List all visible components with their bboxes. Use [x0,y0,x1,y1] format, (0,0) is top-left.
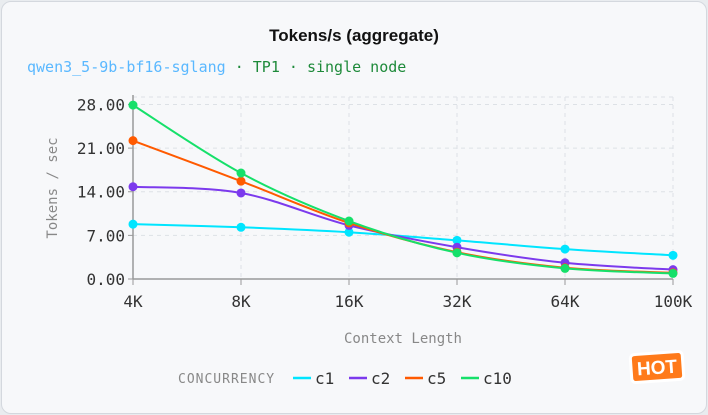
data-point-c1 [668,250,678,260]
x-axis-label: Context Length [344,331,462,347]
data-point-c1 [128,219,138,229]
series-line-c1 [132,223,674,257]
series-line-c2 [132,185,674,271]
series-line-c5 [132,139,674,274]
y-tick-label: 21.00 [77,139,125,158]
data-point-c10 [236,168,246,178]
y-tick-label: 7.00 [86,226,125,245]
legend-title: CONCURRENCY [178,372,275,387]
legend-label-c10: c10 [483,369,512,388]
data-point-c1 [560,244,570,254]
x-tick-label: 8K [231,292,251,311]
data-point-c10 [560,263,570,273]
data-point-c1 [452,235,462,245]
y-tick-label: 0.00 [86,270,125,289]
data-point-c10 [668,268,678,278]
legend-label-c5: c5 [427,369,446,388]
data-point-c10 [344,216,354,226]
chart-title: Tokens/s (aggregate) [269,26,439,45]
data-point-c2 [236,188,246,198]
legend-label-c2: c2 [371,369,390,388]
data-point-c5 [128,136,138,146]
data-point-c2 [128,182,138,192]
x-tick-label: 100K [654,292,693,311]
config-label: TP1 · single node [252,58,407,76]
y-tick-label: 14.00 [77,183,125,202]
x-tick-label: 16K [335,292,364,311]
series-line-c10 [132,104,674,275]
y-axis-label: Tokens / sec [45,137,61,238]
legend-label-c1: c1 [315,369,334,388]
hot-badge-logo: HOT [628,350,686,384]
x-tick-label: 32K [443,292,472,311]
x-tick-label: 64K [551,292,580,311]
chart-subtitle: qwen3_5-9b-bf16-sglang · TP1 · single no… [27,58,406,76]
data-point-c1 [344,227,354,237]
separator: · [225,58,253,76]
data-point-c1 [236,222,246,232]
data-point-c10 [128,100,138,110]
data-point-c10 [452,248,462,258]
x-tick-label: 4K [123,292,143,311]
y-tick-label: 28.00 [77,95,125,114]
data-point-c5 [236,176,246,186]
model-name: qwen3_5-9b-bf16-sglang [27,58,226,76]
svg-text:HOT: HOT [636,357,678,381]
